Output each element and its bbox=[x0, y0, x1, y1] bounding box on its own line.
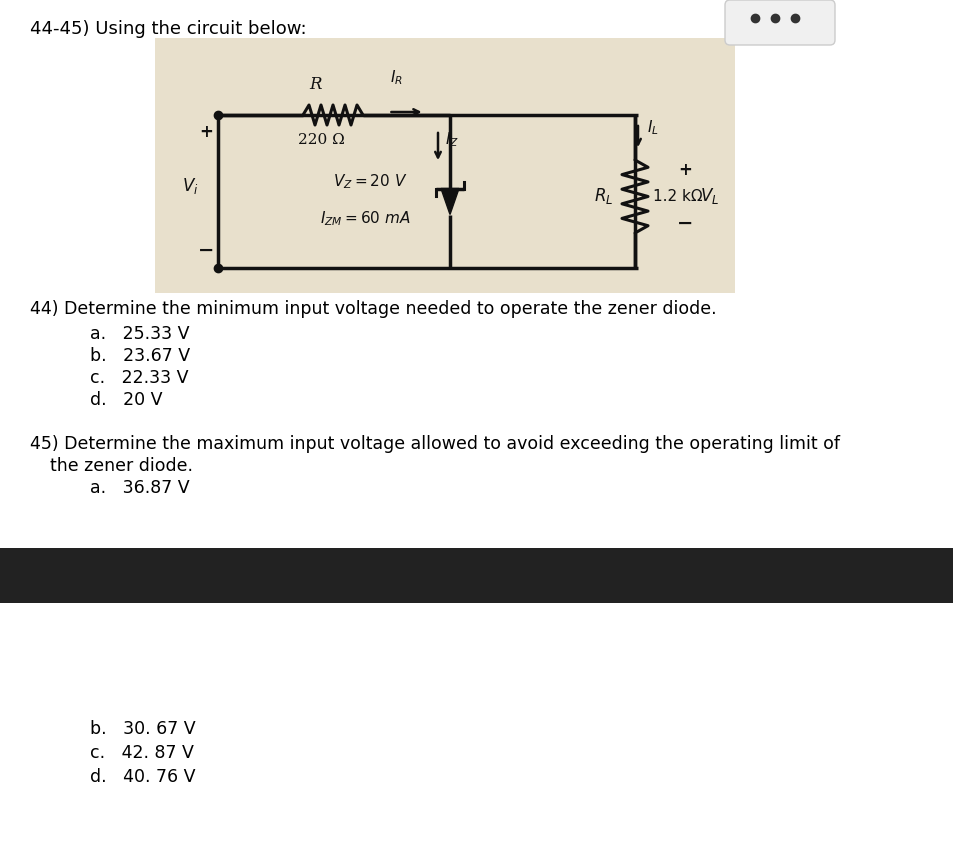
Text: +: + bbox=[199, 123, 213, 141]
Text: 1.2 kΩ: 1.2 kΩ bbox=[652, 189, 702, 204]
Text: b.   30. 67 V: b. 30. 67 V bbox=[90, 720, 195, 738]
Bar bbox=[0, 548, 953, 603]
Text: +: + bbox=[678, 161, 691, 179]
Polygon shape bbox=[440, 189, 458, 214]
Text: c.   42. 87 V: c. 42. 87 V bbox=[90, 744, 193, 762]
Text: c.   22.33 V: c. 22.33 V bbox=[90, 369, 189, 387]
Text: d.   20 V: d. 20 V bbox=[90, 391, 162, 409]
Text: $V_i$: $V_i$ bbox=[181, 177, 198, 196]
Text: 220 Ω: 220 Ω bbox=[297, 133, 344, 147]
Text: $I_L$: $I_L$ bbox=[646, 119, 659, 138]
Text: $V_Z = 20\ V$: $V_Z = 20\ V$ bbox=[333, 173, 407, 191]
Text: 44) Determine the minimum input voltage needed to operate the zener diode.: 44) Determine the minimum input voltage … bbox=[30, 300, 716, 318]
Text: d.   40. 76 V: d. 40. 76 V bbox=[90, 768, 195, 786]
Text: $I_{ZM} = 60\ mA$: $I_{ZM} = 60\ mA$ bbox=[319, 209, 410, 228]
Text: 44-45) Using the circuit below:: 44-45) Using the circuit below: bbox=[30, 20, 306, 38]
Text: 45) Determine the maximum input voltage allowed to avoid exceeding the operating: 45) Determine the maximum input voltage … bbox=[30, 435, 840, 453]
Text: −: − bbox=[197, 241, 214, 260]
Text: −: − bbox=[676, 214, 693, 232]
FancyBboxPatch shape bbox=[724, 0, 834, 45]
Text: the zener diode.: the zener diode. bbox=[50, 457, 193, 475]
Text: $I_Z$: $I_Z$ bbox=[444, 131, 458, 149]
Text: $I_R$: $I_R$ bbox=[390, 68, 402, 87]
Text: $V_L$: $V_L$ bbox=[700, 187, 719, 207]
Text: a.   25.33 V: a. 25.33 V bbox=[90, 325, 190, 343]
Text: R: R bbox=[310, 76, 322, 93]
Bar bbox=[154, 38, 734, 293]
Text: a.   36.87 V: a. 36.87 V bbox=[90, 479, 190, 497]
Text: $R_L$: $R_L$ bbox=[593, 187, 613, 207]
Text: b.   23.67 V: b. 23.67 V bbox=[90, 347, 190, 365]
